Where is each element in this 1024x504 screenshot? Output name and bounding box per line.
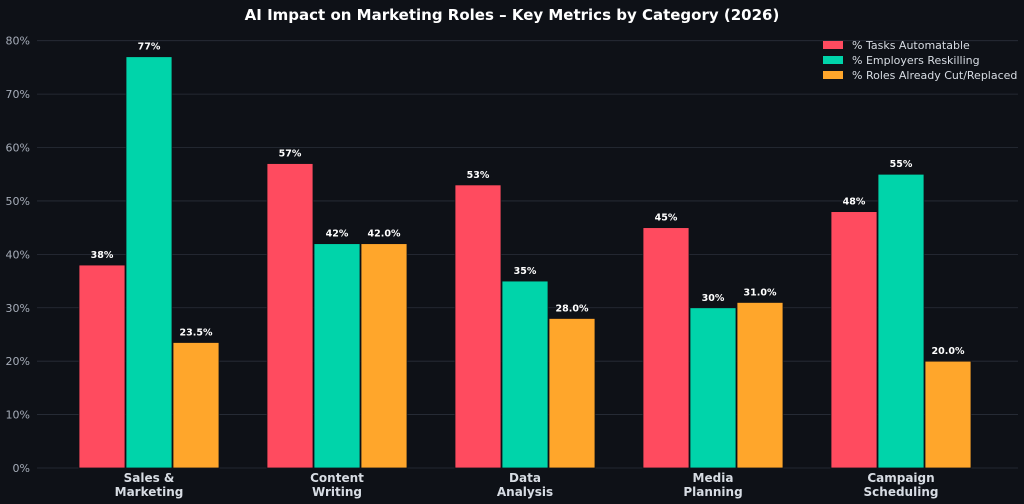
bar	[360, 243, 408, 469]
bar-value-label: 23.5%	[180, 327, 213, 338]
x-category-line: Marketing	[115, 485, 184, 499]
bar-value-label: 31.0%	[744, 287, 777, 298]
bar-value-label: 42%	[326, 229, 349, 240]
x-category-label: Media Planning	[683, 471, 742, 499]
bar-value-label: 77%	[138, 42, 161, 53]
y-tick-label: 80%	[6, 35, 30, 48]
bar-value-label: 20.0%	[932, 346, 965, 357]
bar-value-label: 45%	[655, 213, 678, 224]
legend-label: % Tasks Automatable	[852, 39, 970, 52]
bar	[736, 302, 784, 469]
x-category-line: Sales &	[124, 471, 175, 485]
x-category-label: Campaign Scheduling	[864, 471, 939, 499]
bar-value-label: 53%	[467, 170, 490, 181]
y-tick-label: 60%	[6, 142, 30, 155]
legend-label: % Roles Already Cut/Replaced	[852, 69, 1017, 82]
y-tick-label: 30%	[6, 302, 30, 315]
bar	[172, 342, 220, 469]
y-tick-label: 70%	[6, 88, 30, 101]
legend-swatch	[823, 56, 843, 64]
bar-value-label: 42.0%	[368, 229, 401, 240]
bar	[877, 173, 925, 469]
bars	[78, 56, 972, 469]
bar-value-label: 30%	[702, 293, 725, 304]
legend-swatch	[823, 71, 843, 79]
bar	[642, 227, 690, 469]
bar	[78, 264, 126, 469]
data-labels: 38% 57% 53% 45% 48% 77% 42% 35% 30% 55% 23.5% 42.0%…	[91, 42, 965, 357]
bar	[830, 211, 878, 469]
bar	[266, 163, 314, 469]
chart-title: AI Impact on Marketing Roles – Key Metri…	[245, 6, 780, 24]
bar-value-label: 28.0%	[556, 303, 589, 314]
legend-swatch	[823, 41, 843, 49]
y-tick-label: 50%	[6, 195, 30, 208]
y-tick-label: 10%	[6, 409, 30, 422]
y-tick-label: 0%	[13, 462, 30, 475]
x-category-line: Content	[310, 471, 364, 485]
x-category-line: Scheduling	[864, 485, 939, 499]
bar-value-label: 35%	[514, 266, 537, 277]
bar	[924, 360, 972, 469]
x-category-line: Planning	[683, 485, 742, 499]
y-tick-label: 20%	[6, 355, 30, 368]
bar-value-label: 57%	[279, 149, 302, 160]
bar-value-label: 55%	[890, 159, 913, 170]
y-tick-label: 40%	[6, 248, 30, 261]
legend-label: % Employers Reskilling	[852, 54, 980, 67]
bar	[548, 318, 596, 469]
x-category-line: Data	[509, 471, 541, 485]
x-axis-categories: Sales & Marketing Content Writing Data Analys…	[115, 471, 939, 499]
x-category-line: Writing	[312, 485, 362, 499]
legend: % Tasks Automatable % Employers Reskillin…	[823, 39, 1017, 82]
x-category-line: Media	[693, 471, 734, 485]
bar	[313, 243, 361, 469]
y-axis-ticks: 0% 10% 20% 30% 40% 50% 60% 70% 80%	[6, 35, 30, 475]
x-category-label: Data Analysis	[497, 471, 553, 499]
bar	[125, 56, 173, 469]
x-category-line: Campaign	[867, 471, 934, 485]
bar	[454, 184, 502, 469]
x-category-line: Analysis	[497, 485, 553, 499]
x-category-label: Content Writing	[310, 471, 364, 499]
bar-value-label: 38%	[91, 250, 114, 261]
bar	[501, 280, 549, 469]
x-category-label: Sales & Marketing	[115, 471, 184, 499]
bar-value-label: 48%	[843, 197, 866, 208]
bar	[689, 307, 737, 469]
